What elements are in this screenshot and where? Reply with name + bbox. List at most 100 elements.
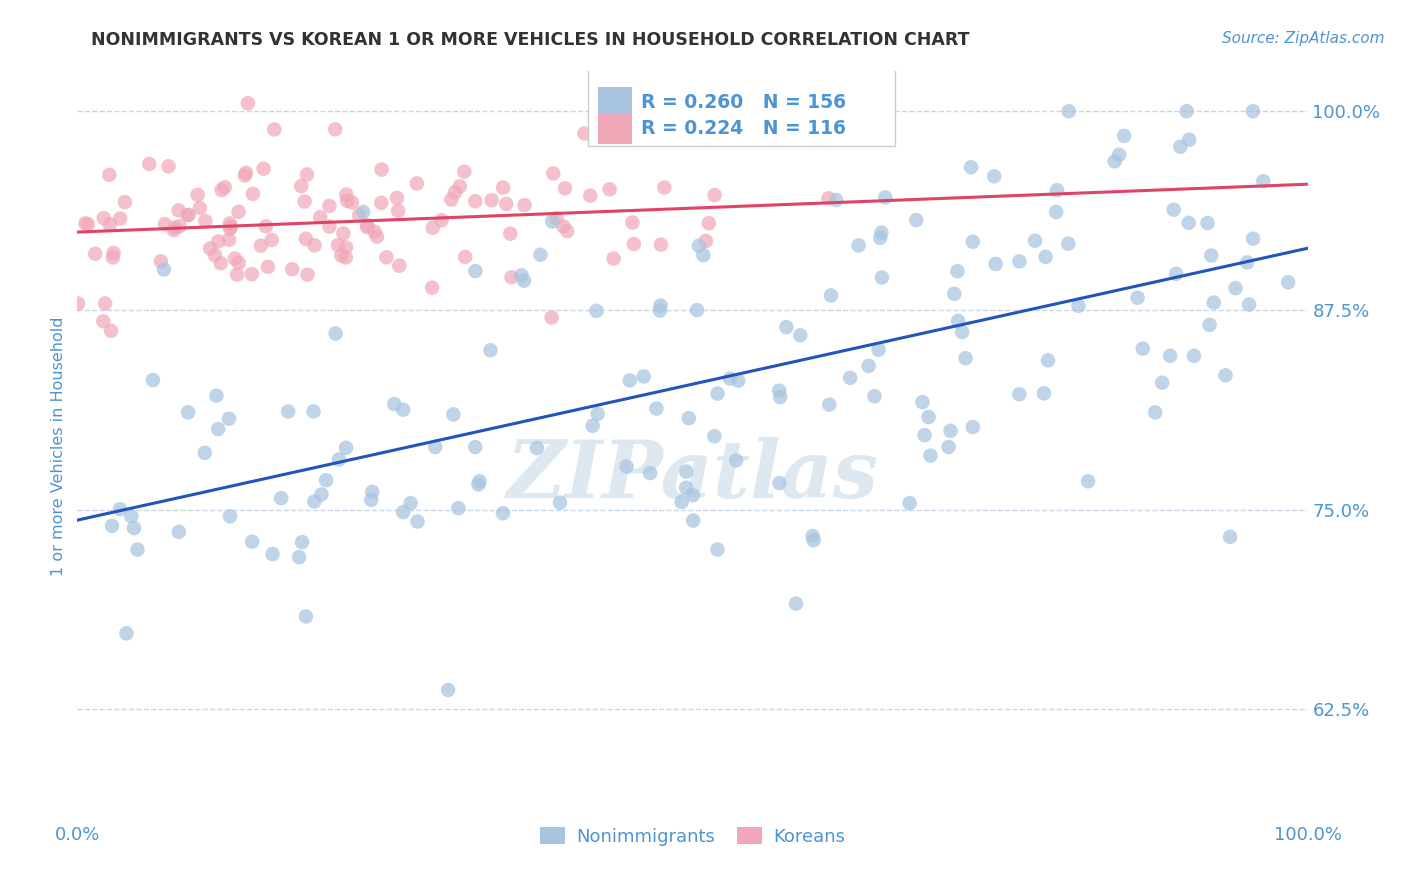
Point [242, 186, 264, 201]
Text: R = 0.260   N = 156: R = 0.260 N = 156 [641, 94, 846, 112]
Point [385, 191, 408, 205]
Point [1126, 291, 1149, 305]
Point [153, 262, 176, 277]
Point [586, 407, 609, 421]
Point [177, 208, 200, 222]
Point [211, 183, 233, 197]
Point [441, 408, 464, 422]
Point [492, 506, 515, 520]
Point [163, 220, 186, 235]
Point [911, 395, 934, 409]
Point [898, 496, 921, 510]
Point [228, 256, 250, 270]
Point [219, 221, 242, 235]
Point [943, 286, 966, 301]
Point [1225, 281, 1247, 295]
Point [675, 465, 697, 479]
Point [311, 487, 333, 501]
Point [984, 257, 1007, 271]
Point [335, 251, 357, 265]
Point [875, 190, 897, 204]
Point [858, 359, 880, 373]
Point [420, 280, 443, 294]
Point [454, 250, 477, 264]
Point [1008, 387, 1031, 401]
Point [340, 195, 363, 210]
Point [464, 194, 486, 209]
Point [363, 225, 385, 239]
Point [422, 220, 444, 235]
Point [291, 535, 314, 549]
Point [946, 314, 969, 328]
Point [1152, 376, 1174, 390]
Point [785, 597, 807, 611]
Point [214, 180, 236, 194]
Point [1241, 104, 1264, 119]
Text: Source: ZipAtlas.com: Source: ZipAtlas.com [1222, 31, 1385, 46]
Point [1035, 250, 1057, 264]
Point [510, 268, 533, 283]
Point [650, 237, 672, 252]
Point [406, 177, 429, 191]
Point [315, 473, 337, 487]
Point [325, 326, 347, 341]
Point [228, 204, 250, 219]
Point [540, 310, 562, 325]
Point [335, 441, 357, 455]
Point [194, 446, 217, 460]
Point [817, 191, 839, 205]
Point [619, 374, 641, 388]
Point [1008, 254, 1031, 268]
Point [205, 389, 228, 403]
Point [464, 264, 486, 278]
Point [219, 219, 242, 234]
Point [863, 389, 886, 403]
Point [703, 429, 725, 443]
Point [382, 397, 405, 411]
Point [541, 166, 564, 180]
Point [599, 182, 621, 196]
Point [1177, 216, 1199, 230]
Point [541, 214, 564, 228]
Point [1057, 104, 1080, 119]
Point [983, 169, 1005, 184]
Point [574, 127, 596, 141]
Point [501, 270, 523, 285]
Point [262, 547, 284, 561]
Point [638, 466, 661, 480]
Point [347, 208, 370, 222]
Point [167, 203, 190, 218]
Point [127, 542, 149, 557]
Point [581, 418, 603, 433]
Point [219, 509, 242, 524]
Point [1202, 295, 1225, 310]
Point [688, 238, 710, 252]
Point [682, 514, 704, 528]
Point [108, 211, 131, 226]
Point [946, 264, 969, 278]
Point [654, 180, 676, 194]
Point [1182, 349, 1205, 363]
Point [1198, 318, 1220, 332]
Point [1197, 216, 1219, 230]
Point [332, 227, 354, 241]
Point [513, 198, 536, 212]
FancyBboxPatch shape [588, 60, 896, 146]
Point [263, 122, 285, 136]
Point [678, 411, 700, 425]
Point [101, 519, 124, 533]
Point [1036, 353, 1059, 368]
Point [218, 217, 240, 231]
Point [768, 384, 790, 398]
Point [122, 521, 145, 535]
Point [955, 351, 977, 366]
Point [1032, 386, 1054, 401]
Point [406, 515, 429, 529]
Point [233, 169, 256, 183]
Point [101, 251, 124, 265]
Point [1159, 349, 1181, 363]
Point [240, 267, 263, 281]
Point [163, 223, 186, 237]
Point [440, 193, 463, 207]
Point [467, 477, 489, 491]
